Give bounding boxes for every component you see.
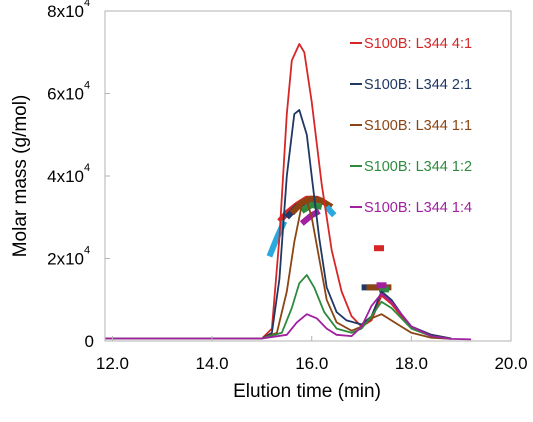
x-tick-label-0: 12.0 (96, 354, 129, 373)
signal-line-3 (105, 274, 452, 340)
signal-line-4 (105, 292, 472, 341)
y-tick-exponent-3: 4 (84, 80, 90, 92)
x-tick-label-3: 18.0 (395, 354, 428, 373)
x-axis-ticks: 12.0 14.0 16.0 18.0 20.0 (96, 336, 528, 373)
y-tick-label-3: 6x10 (47, 85, 84, 104)
y-tick-label-2: 4x10 (47, 167, 84, 186)
x-axis-label: Elution time (min) (233, 381, 381, 402)
legend-label-1: S100B: L344 2:1 (364, 77, 472, 93)
y-tick-label-4: 8x10 (47, 2, 84, 21)
mass-segment-5-1 (324, 204, 337, 218)
signal-layer (105, 43, 472, 341)
signal-line-0 (105, 43, 452, 340)
x-tick-label-1: 14.0 (196, 354, 229, 373)
legend-label-0: S100B: L344 4:1 (364, 36, 472, 52)
y-tick-exponent-1: 4 (84, 245, 90, 257)
y-tick-exponent-4: 4 (84, 0, 90, 9)
y-tick-label-1: 2x10 (47, 250, 84, 269)
legend-label-2: S100B: L344 1:1 (364, 118, 472, 134)
signal-line-1 (105, 109, 452, 340)
legend-label-4: S100B: L344 1:4 (364, 200, 472, 216)
mass-segment-3-0 (300, 201, 323, 214)
y-axis-label: Molar mass (g/mol) (10, 95, 31, 258)
y-tick-exponent-2: 4 (84, 162, 90, 174)
y-tick-label-0: 0 (85, 332, 94, 351)
signal-line-2 (105, 199, 452, 340)
x-tick-label-4: 20.0 (494, 354, 527, 373)
plot-frame (104, 10, 512, 342)
mass-segment-5-0 (266, 220, 288, 258)
legend-label-3: S100B: L344 1:2 (364, 159, 472, 175)
x-tick-label-2: 16.0 (295, 354, 328, 373)
legend: S100B: L344 4:1 S100B: L344 2:1 S100B: L34… (350, 36, 472, 216)
